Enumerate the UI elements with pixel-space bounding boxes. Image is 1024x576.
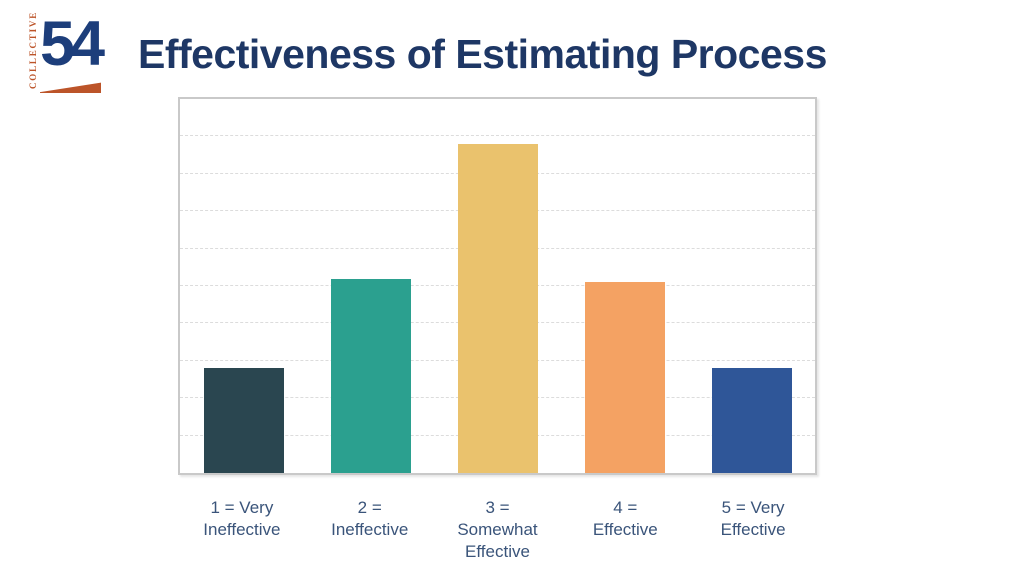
bars-row	[180, 99, 815, 473]
bar-chart	[178, 97, 817, 475]
x-axis-label-line: Effective	[592, 519, 658, 539]
bar-4 = Effective	[584, 282, 665, 473]
logo-number: 54	[40, 9, 105, 79]
page-title: Effectiveness of Estimating Process	[138, 31, 827, 77]
x-axis-label: 1 = Very Ineffective	[178, 497, 306, 562]
bar-1 = Very Ineffective	[203, 368, 284, 473]
x-axis-label-line: 2 =	[357, 498, 382, 517]
bar-2 = Ineffective	[330, 278, 411, 473]
bar-slot	[307, 99, 434, 473]
logo-main: 54	[40, 7, 105, 93]
plot-area	[180, 99, 815, 473]
x-axis-label: 2 = Ineffective	[306, 497, 434, 562]
x-axis-label: 5 = Very Effective	[689, 497, 817, 562]
x-axis-label: 3 = Somewhat Effective	[434, 497, 562, 562]
bar-3 = Somewhat Effective	[457, 143, 538, 473]
x-axis-label-line: Effective	[465, 541, 530, 561]
x-axis-label-line: 1 = Very	[210, 498, 274, 517]
x-axis-labels: 1 = Very Ineffective 2 = Ineffective 3 = Some…	[178, 497, 817, 562]
bar-slot	[688, 99, 815, 473]
bar-slot	[561, 99, 688, 473]
collective54-logo: COLLECTIVE 54	[28, 7, 105, 93]
bar-slot	[180, 99, 307, 473]
x-axis-label: 4 = Effective	[561, 497, 689, 562]
x-axis-label-line: Ineffective	[331, 519, 409, 539]
x-axis-label-line: Ineffective	[203, 519, 281, 539]
x-axis-label-line: 4 =	[613, 498, 638, 517]
x-axis-label-line: Somewhat	[457, 519, 538, 539]
logo-vertical-text: COLLECTIVE	[28, 10, 38, 90]
logo-underline-wedge	[40, 82, 101, 93]
gridline	[180, 135, 815, 137]
bar-slot	[434, 99, 561, 473]
x-axis-label-line: Effective	[720, 519, 786, 539]
x-axis-label-line: 3 =	[485, 498, 510, 517]
x-axis-label-line: 5 = Very	[721, 498, 785, 517]
bar-5 = Very Effective	[711, 368, 792, 473]
